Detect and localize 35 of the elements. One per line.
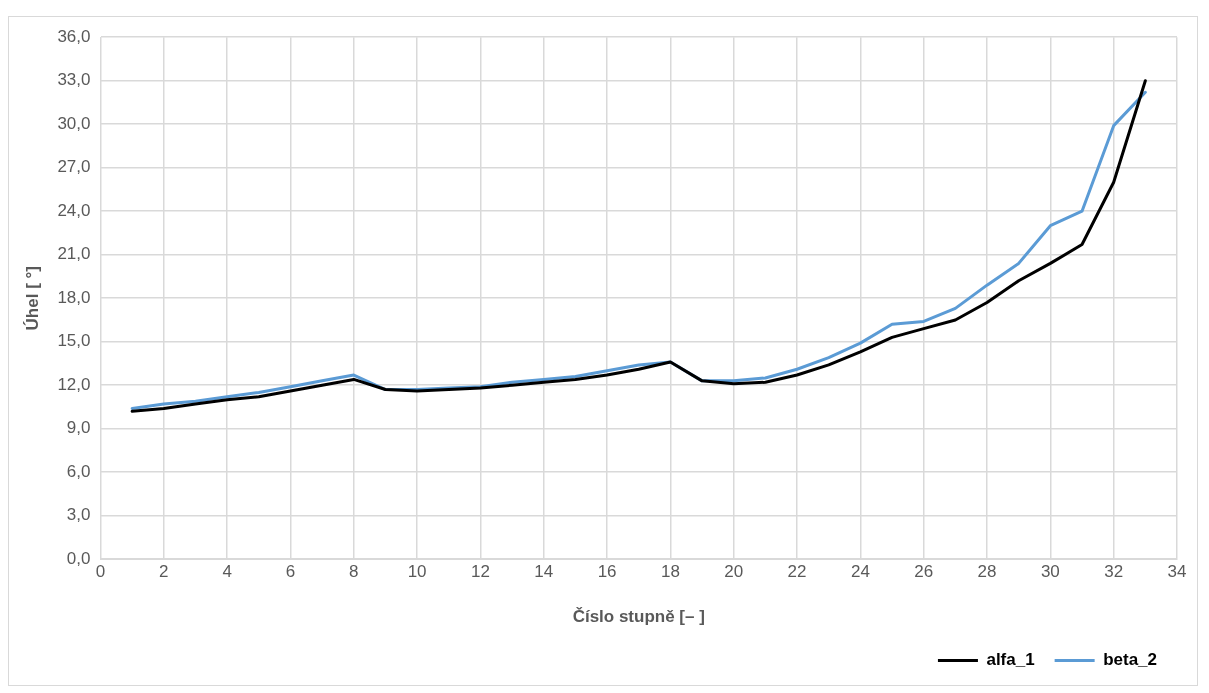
y-tick-label: 24,0 xyxy=(57,200,91,220)
y-tick-label: 27,0 xyxy=(57,157,91,177)
y-tick-label: 3,0 xyxy=(66,505,91,525)
x-tick-label: 24 xyxy=(850,562,870,582)
y-tick-label: 12,0 xyxy=(57,374,91,394)
y-tick-label: 33,0 xyxy=(57,70,91,90)
y-tick-label: 6,0 xyxy=(66,461,91,481)
x-tick-label: 16 xyxy=(597,562,617,582)
x-tick-label: 12 xyxy=(470,562,490,582)
x-tick-label: 30 xyxy=(1040,562,1060,582)
y-tick-label: 36,0 xyxy=(57,26,91,46)
x-tick-label: 26 xyxy=(914,562,934,582)
y-tick-label: 30,0 xyxy=(57,113,91,133)
legend-label: alfa_1 xyxy=(986,650,1035,670)
x-tick-label: 10 xyxy=(407,562,427,582)
x-tick-label: 8 xyxy=(349,562,359,582)
y-tick-label: 9,0 xyxy=(66,418,91,438)
x-tick-label: 4 xyxy=(222,562,232,582)
y-tick-label: 21,0 xyxy=(57,244,91,264)
x-tick-label: 22 xyxy=(787,562,807,582)
x-tick-label: 6 xyxy=(285,562,296,582)
x-tick-label: 34 xyxy=(1167,562,1187,582)
y-axis-title: Úhel [ °] xyxy=(22,266,42,331)
y-tick-label: 18,0 xyxy=(57,287,91,307)
x-tick-label: 28 xyxy=(977,562,997,582)
x-tick-label: 14 xyxy=(534,562,554,582)
y-tick-label: 0,0 xyxy=(66,548,91,568)
x-axis-title: Číslo stupně [– ] xyxy=(572,607,705,627)
x-tick-label: 32 xyxy=(1104,562,1124,582)
x-tick-label: 20 xyxy=(724,562,744,582)
y-tick-label: 15,0 xyxy=(57,331,91,351)
legend-label: beta_2 xyxy=(1103,650,1158,670)
x-tick-label: 2 xyxy=(159,562,169,582)
x-tick-label: 0 xyxy=(95,562,106,582)
x-tick-label: 18 xyxy=(660,562,680,582)
